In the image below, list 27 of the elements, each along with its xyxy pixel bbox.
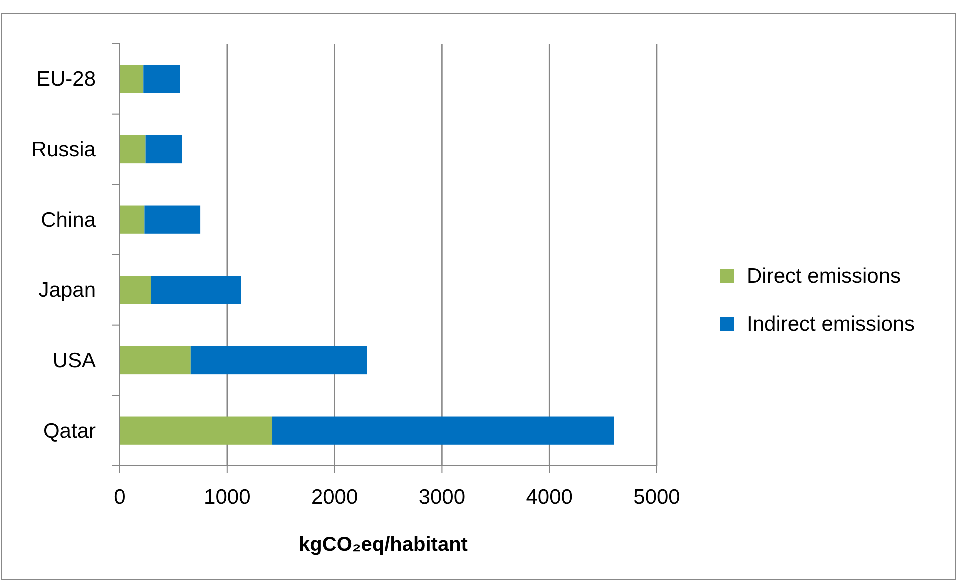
bar xyxy=(190,346,368,375)
x-tick-label: 2000 xyxy=(311,486,358,509)
y-tick-label: China xyxy=(41,208,96,232)
x-axis-title: kgCO₂eq/habitant xyxy=(299,534,468,556)
x-tick-label: 5000 xyxy=(634,486,680,509)
bar xyxy=(120,206,145,234)
y-tick-label: Japan xyxy=(38,279,96,302)
legend-label: Indirect emissions xyxy=(747,313,916,336)
y-tick-label: EU-28 xyxy=(36,68,96,92)
bar xyxy=(146,135,182,164)
x-tick-label: 3000 xyxy=(418,486,466,509)
bar xyxy=(120,65,144,94)
bar xyxy=(120,416,273,445)
bar xyxy=(144,65,180,94)
legend-label: Direct emissions xyxy=(747,265,902,288)
y-tick-label: Qatar xyxy=(43,420,96,443)
bar xyxy=(120,135,146,164)
x-tick-label: 1000 xyxy=(204,486,251,509)
x-tick-label: 4000 xyxy=(526,486,573,509)
y-tick-label: Russia xyxy=(32,138,96,162)
bar xyxy=(120,346,191,375)
bar xyxy=(151,276,242,304)
y-tick-label: USA xyxy=(52,350,96,372)
bar xyxy=(272,416,614,445)
bar xyxy=(144,206,201,234)
bar xyxy=(120,276,152,304)
x-tick-label: 0 xyxy=(114,486,126,509)
